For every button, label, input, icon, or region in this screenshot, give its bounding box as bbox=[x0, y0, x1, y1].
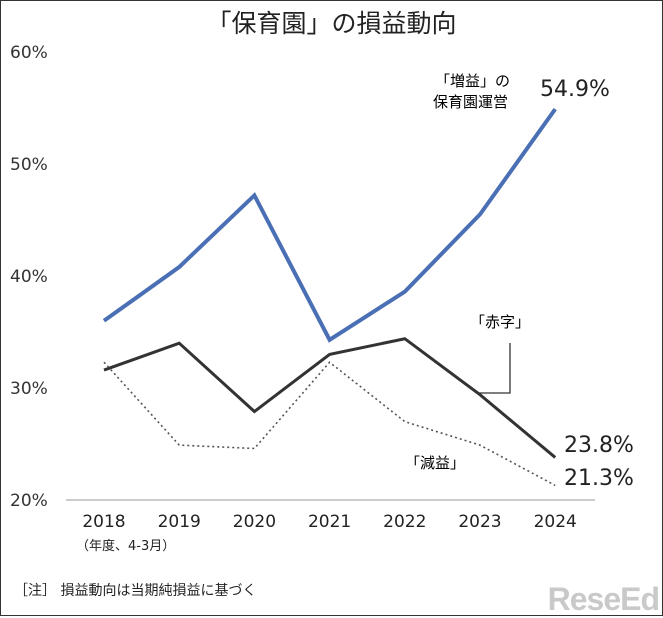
x-tick-label: 2021 bbox=[308, 512, 351, 532]
x-tick-label: 2023 bbox=[458, 512, 501, 532]
x-tick-label: 2022 bbox=[383, 512, 426, 532]
callout-line bbox=[479, 343, 510, 393]
y-tick-label: 30% bbox=[10, 379, 48, 399]
x-tick-label: 2019 bbox=[158, 512, 201, 532]
end-value-label: 54.9% bbox=[540, 77, 610, 102]
x-tick-label: 2020 bbox=[233, 512, 276, 532]
series-label: 「減益」 bbox=[405, 454, 465, 472]
series-label: 「増益」の bbox=[435, 72, 510, 90]
series-line bbox=[104, 362, 555, 485]
x-tick-label: 2024 bbox=[534, 512, 577, 532]
y-tick-label: 40% bbox=[10, 267, 48, 287]
end-value-label: 23.8% bbox=[564, 433, 634, 458]
series-label: 「赤字」 bbox=[470, 313, 530, 331]
footnote: ［注］ 損益動向は当期純損益に基づく bbox=[14, 580, 256, 600]
x-tick-label: 2018 bbox=[82, 512, 125, 532]
x-axis-unit: （年度、4-3月） bbox=[76, 535, 175, 554]
y-tick-label: 50% bbox=[10, 155, 48, 175]
y-tick-label: 20% bbox=[10, 491, 48, 511]
logo: ReseEd bbox=[548, 581, 659, 618]
series-label: 保育園運営 bbox=[433, 93, 508, 111]
y-tick-label: 60% bbox=[10, 43, 48, 63]
end-value-label: 21.3% bbox=[564, 466, 634, 491]
series-line bbox=[104, 109, 555, 340]
series-line bbox=[104, 339, 555, 458]
